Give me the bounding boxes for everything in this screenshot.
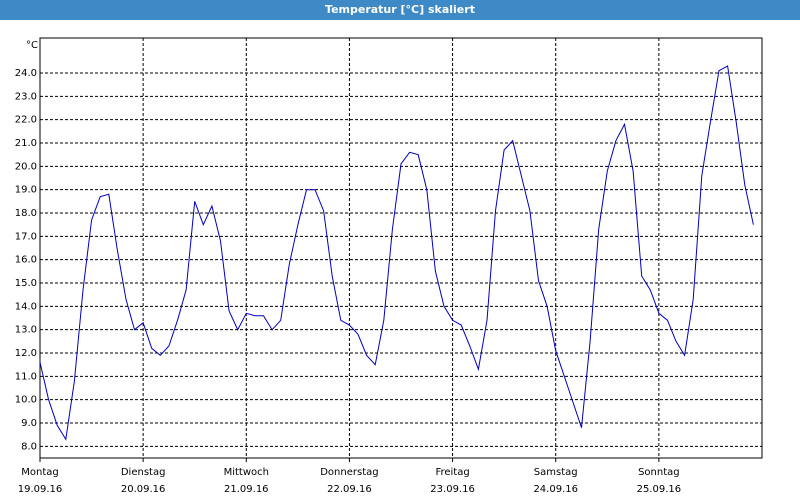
x-day-label: Samstag: [534, 467, 578, 478]
y-tick-label: 17.0: [15, 231, 37, 242]
temperature-line: [39, 65, 754, 441]
y-tick-label: 19.0: [15, 185, 37, 196]
y-tick-label: 9.0: [21, 418, 37, 429]
y-tick-label: 14.0: [15, 301, 37, 312]
x-date-label: 21.09.16: [224, 484, 269, 495]
y-tick-label: 13.0: [15, 325, 37, 336]
y-tick-label: 15.0: [15, 278, 37, 289]
y-tick-label: 24.0: [15, 68, 37, 79]
y-tick-label: 11.0: [15, 371, 37, 382]
title-bar: Temperatur [°C] skaliert: [0, 0, 800, 20]
y-tick-label: 10.0: [15, 395, 37, 406]
y-tick-label: 18.0: [15, 208, 37, 219]
unit-label: °C: [26, 40, 38, 51]
x-day-label: Dienstag: [121, 467, 166, 478]
x-day-label: Montag: [21, 467, 58, 478]
x-day-label: Freitag: [435, 467, 469, 478]
x-date-label: 25.09.16: [637, 484, 682, 495]
x-date-label: 22.09.16: [327, 484, 372, 495]
x-day-label: Mittwoch: [224, 467, 269, 478]
plot-frame: [39, 37, 763, 459]
y-tick-label: 16.0: [15, 255, 37, 266]
x-day-label: Sonntag: [638, 467, 680, 478]
x-date-label: 20.09.16: [121, 484, 166, 495]
x-date-label: 23.09.16: [430, 484, 475, 495]
x-date-label: 19.09.16: [18, 484, 63, 495]
x-date-label: 24.09.16: [533, 484, 578, 495]
y-tick-label: 21.0: [15, 138, 37, 149]
y-tick-label: 22.0: [15, 115, 37, 126]
y-tick-label: 20.0: [15, 161, 37, 172]
x-day-label: Donnerstag: [320, 467, 378, 478]
y-tick-label: 23.0: [15, 91, 37, 102]
y-tick-label: 12.0: [15, 348, 37, 359]
y-tick-label: 8.0: [21, 441, 37, 452]
chart: °C 8.0 9.0 10.0 11.0 12.0 13.0 14.0 15.0 16.0 17.…: [15, 37, 763, 495]
